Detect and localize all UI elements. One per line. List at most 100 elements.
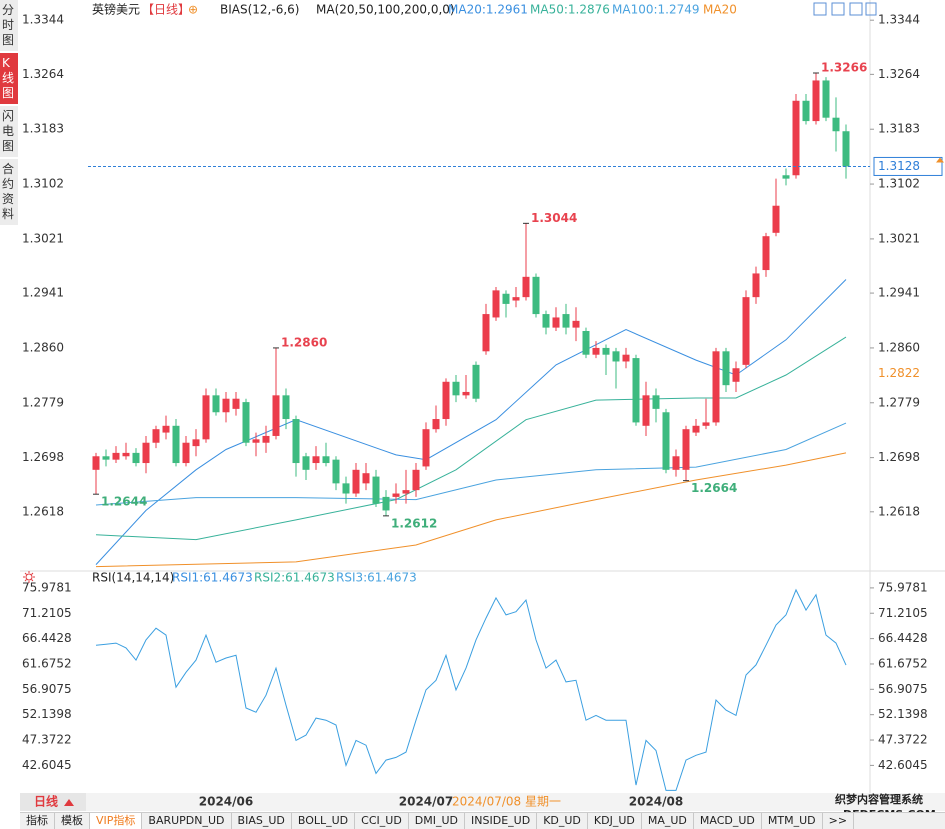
- icon[interactable]: [849, 2, 863, 16]
- y-tick-label: 1.2779: [22, 395, 64, 409]
- indicator-tab[interactable]: KD_UD: [537, 813, 588, 829]
- indicator-tab[interactable]: CCI_UD: [355, 813, 409, 829]
- indicator-tab[interactable]: BOLL_UD: [292, 813, 356, 829]
- indicator-tab[interactable]: 指标: [20, 813, 55, 829]
- candle-body: [212, 395, 220, 413]
- candle-body: [722, 351, 730, 386]
- candle-body: [392, 493, 400, 497]
- indicator-tab[interactable]: >>: [823, 813, 855, 829]
- indicator-tab[interactable]: BIAS_UD: [232, 813, 292, 829]
- indicator-tab[interactable]: KDJ_UD: [588, 813, 642, 829]
- indicator-tab[interactable]: MA_UD: [642, 813, 694, 829]
- candle-body: [332, 459, 340, 484]
- candle-body: [102, 456, 110, 460]
- rsi-line: [95, 588, 847, 791]
- candle-body: [302, 456, 310, 470]
- extreme-label: 1.2860: [281, 335, 327, 349]
- candle-body: [422, 429, 430, 467]
- y-tick-label: 71.2105: [22, 606, 72, 620]
- toolbar-icons[interactable]: [813, 2, 877, 16]
- indicator-tab[interactable]: BARUPDN_UD: [142, 813, 232, 829]
- period-arrow[interactable]: [64, 799, 74, 806]
- candle-body: [342, 483, 350, 494]
- y-tick-label: 1.3264: [22, 67, 64, 81]
- period: 【日线】: [142, 3, 190, 17]
- y-tick-label: 66.4428: [22, 631, 72, 645]
- legend-entry: RSI3:61.4673: [336, 571, 417, 585]
- candle-body: [282, 395, 290, 420]
- legend-entry: MA50:1.2876: [530, 3, 610, 17]
- icon[interactable]: [831, 2, 845, 16]
- candle-body: [642, 395, 650, 426]
- candle-body: [262, 435, 270, 443]
- icon[interactable]: [813, 2, 827, 16]
- ma-line: [95, 452, 847, 568]
- y-tick-label: 56.9075: [22, 682, 72, 696]
- indicator-tab[interactable]: VIP指标: [90, 813, 143, 829]
- candle-body: [682, 429, 690, 470]
- candle-body: [612, 351, 620, 362]
- period-label[interactable]: 日线: [34, 794, 58, 809]
- side-tab[interactable]: 合约资料: [0, 159, 18, 227]
- ma-line: [95, 336, 847, 541]
- side-tab[interactable]: 闪电图: [0, 106, 18, 159]
- candle-body: [462, 391, 470, 396]
- candle-body: [352, 469, 360, 494]
- candle-body: [622, 354, 630, 362]
- candle-body: [412, 469, 420, 491]
- candle-body: [762, 236, 770, 271]
- indicator-tab[interactable]: MACD_UD: [694, 813, 762, 829]
- candle-body: [142, 442, 150, 464]
- candle-body: [452, 381, 460, 396]
- y-tick-label: 1.3021: [878, 231, 920, 245]
- candle-body: [782, 175, 790, 179]
- candle-body: [202, 395, 210, 440]
- candle-body: [792, 100, 800, 176]
- y-tick-label: 42.6045: [22, 758, 72, 772]
- indicator-tab[interactable]: DMI_UD: [409, 813, 466, 829]
- candle-body: [772, 205, 780, 233]
- y-tick-label: 47.3722: [22, 733, 72, 747]
- marker-box: [874, 365, 942, 382]
- rsi-settings-icon[interactable]: [23, 571, 35, 583]
- x-tick-label: 2024/07: [399, 795, 453, 809]
- y-tick-label: 1.2698: [22, 450, 64, 464]
- y-tick-label: 1.3183: [878, 122, 920, 136]
- side-tab[interactable]: 分时图: [0, 0, 18, 53]
- candle-body: [252, 439, 260, 443]
- x-tick-label: 2024/08: [629, 795, 683, 809]
- icon[interactable]: [865, 2, 877, 16]
- candle-body: [552, 317, 560, 328]
- y-tick-label: 61.6752: [878, 656, 928, 670]
- period-box[interactable]: [20, 793, 86, 811]
- indicator-name: BIAS(12,-6,6): [220, 3, 299, 17]
- candle-body: [542, 314, 550, 328]
- y-tick-label: 1.3021: [22, 231, 64, 245]
- y-tick-label: 1.2860: [22, 340, 64, 354]
- sidebar: 分时图 K线图 闪电图 合约资料: [0, 0, 18, 227]
- candle-body: [242, 402, 250, 443]
- candle-body: [122, 452, 130, 457]
- y-tick-label: 1.3344: [22, 13, 64, 27]
- y-tick-label: 1.2941: [878, 286, 920, 300]
- y-tick-label: 1.2779: [878, 395, 920, 409]
- indicator-tab[interactable]: MTM_UD: [762, 813, 823, 829]
- candle-body: [192, 439, 200, 447]
- candle-body: [322, 456, 330, 464]
- candle-body: [112, 452, 120, 460]
- indicator-tab[interactable]: INSIDE_UD: [465, 813, 538, 829]
- candle-body: [132, 452, 140, 464]
- indicator-tab[interactable]: 模板: [55, 813, 90, 829]
- instrument: 英镑美元: [92, 2, 140, 17]
- side-tab[interactable]: K线图: [0, 53, 18, 106]
- legend-entry: MA20: [703, 3, 737, 17]
- candle-body: [602, 347, 610, 355]
- y-tick-label: 1.2941: [22, 286, 64, 300]
- candle-body: [572, 320, 580, 328]
- y-tick-label: 75.9781: [22, 580, 72, 594]
- last-price-box: [873, 156, 943, 176]
- indicator-title: RSI(14,14,14): [92, 571, 174, 585]
- last-price-label: 1.3128: [878, 159, 920, 173]
- candle-body: [582, 330, 590, 355]
